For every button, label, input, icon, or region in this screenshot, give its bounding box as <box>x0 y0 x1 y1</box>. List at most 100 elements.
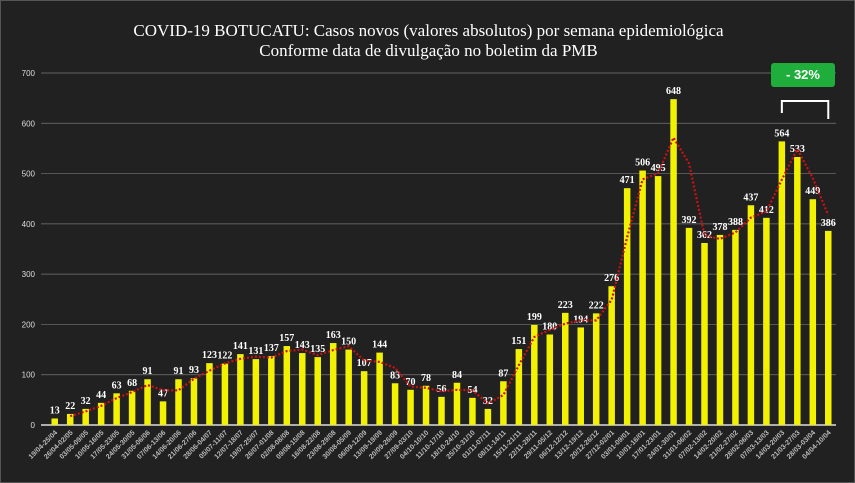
y-tick-label: 700 <box>22 69 36 78</box>
data-label: 87 <box>498 368 508 379</box>
bar <box>376 352 383 425</box>
data-label: 93 <box>189 365 199 376</box>
data-label: 56 <box>437 384 447 395</box>
data-label: 437 <box>743 192 758 203</box>
data-label: 163 <box>326 330 341 341</box>
chart-title: COVID-19 BOTUCATU: Casos novos (valores … <box>133 21 724 40</box>
bar <box>592 313 600 425</box>
data-label: 70 <box>406 377 416 388</box>
data-label: 533 <box>790 144 805 155</box>
bar <box>283 346 291 425</box>
data-label: 63 <box>112 380 122 391</box>
data-label: 141 <box>233 341 248 352</box>
data-label: 84 <box>452 370 462 381</box>
bar <box>825 230 832 425</box>
bar <box>716 234 724 425</box>
bar <box>453 382 461 425</box>
bar <box>701 242 708 425</box>
data-label: 47 <box>158 388 168 399</box>
data-label: 123 <box>202 350 217 361</box>
bar <box>66 413 74 425</box>
bar <box>237 354 244 425</box>
y-tick-label: 400 <box>22 220 36 229</box>
bar <box>113 393 120 425</box>
bar <box>484 408 492 425</box>
data-label: 386 <box>821 218 836 229</box>
bar <box>159 401 167 425</box>
bar <box>252 359 260 425</box>
y-tick-label: 0 <box>31 421 36 430</box>
bar <box>221 363 229 425</box>
bar <box>531 324 538 425</box>
data-label: 44 <box>96 390 106 401</box>
data-label: 78 <box>421 373 431 384</box>
data-label: 32 <box>483 396 493 407</box>
data-label: 449 <box>805 186 820 197</box>
bar <box>422 385 430 425</box>
data-label: 378 <box>712 222 727 233</box>
data-label: 22 <box>65 401 75 412</box>
data-label: 222 <box>589 300 604 311</box>
y-tick-label: 200 <box>22 320 36 329</box>
data-label: 392 <box>682 215 697 226</box>
bar <box>97 402 105 425</box>
data-label: 412 <box>759 205 774 216</box>
data-label: 137 <box>264 343 279 354</box>
data-label: 648 <box>666 86 681 97</box>
bar <box>407 389 414 425</box>
bar <box>190 378 198 425</box>
data-label: 199 <box>527 312 542 323</box>
data-label: 122 <box>217 351 232 362</box>
data-label: 91 <box>174 366 184 377</box>
bar <box>608 286 615 425</box>
data-label: 223 <box>558 300 573 311</box>
data-label: 471 <box>620 175 635 186</box>
data-label: 32 <box>81 396 91 407</box>
data-label: 362 <box>697 230 712 241</box>
bar <box>500 381 507 425</box>
annotation-bracket <box>780 100 830 119</box>
bar <box>577 327 584 425</box>
bar <box>546 334 554 425</box>
bar <box>51 418 58 425</box>
bar <box>314 357 321 425</box>
data-label: 388 <box>728 217 743 228</box>
bar <box>299 353 306 425</box>
data-label: 83 <box>390 370 400 381</box>
data-label: 151 <box>511 336 526 347</box>
data-label: 150 <box>341 337 356 348</box>
bar <box>469 397 476 425</box>
data-label: 143 <box>295 340 310 351</box>
data-label: 144 <box>372 340 387 351</box>
data-label: 107 <box>357 358 372 369</box>
percent-change-badge: - 32% <box>771 63 835 87</box>
bar <box>670 99 677 426</box>
bar <box>794 156 801 425</box>
bar <box>623 188 631 425</box>
data-label: 91 <box>143 366 153 377</box>
data-label: 506 <box>635 158 650 169</box>
data-label: 180 <box>542 321 557 332</box>
bar <box>747 205 755 425</box>
bar <box>685 227 693 425</box>
bar <box>778 141 786 426</box>
bar <box>175 379 182 425</box>
data-label: 131 <box>248 346 263 357</box>
bar <box>268 356 275 425</box>
y-tick-label: 100 <box>22 371 36 380</box>
data-label: 157 <box>279 333 294 344</box>
bar <box>360 371 368 425</box>
data-label: 194 <box>573 314 588 325</box>
data-label: 68 <box>127 378 137 389</box>
bar <box>391 383 399 425</box>
bar <box>329 343 337 425</box>
bar <box>639 170 646 425</box>
bar <box>82 408 89 425</box>
y-tick-label: 300 <box>22 270 36 279</box>
y-tick-label: 600 <box>22 119 36 128</box>
data-label: 135 <box>310 344 325 355</box>
bar <box>562 312 569 425</box>
bar <box>345 349 352 425</box>
